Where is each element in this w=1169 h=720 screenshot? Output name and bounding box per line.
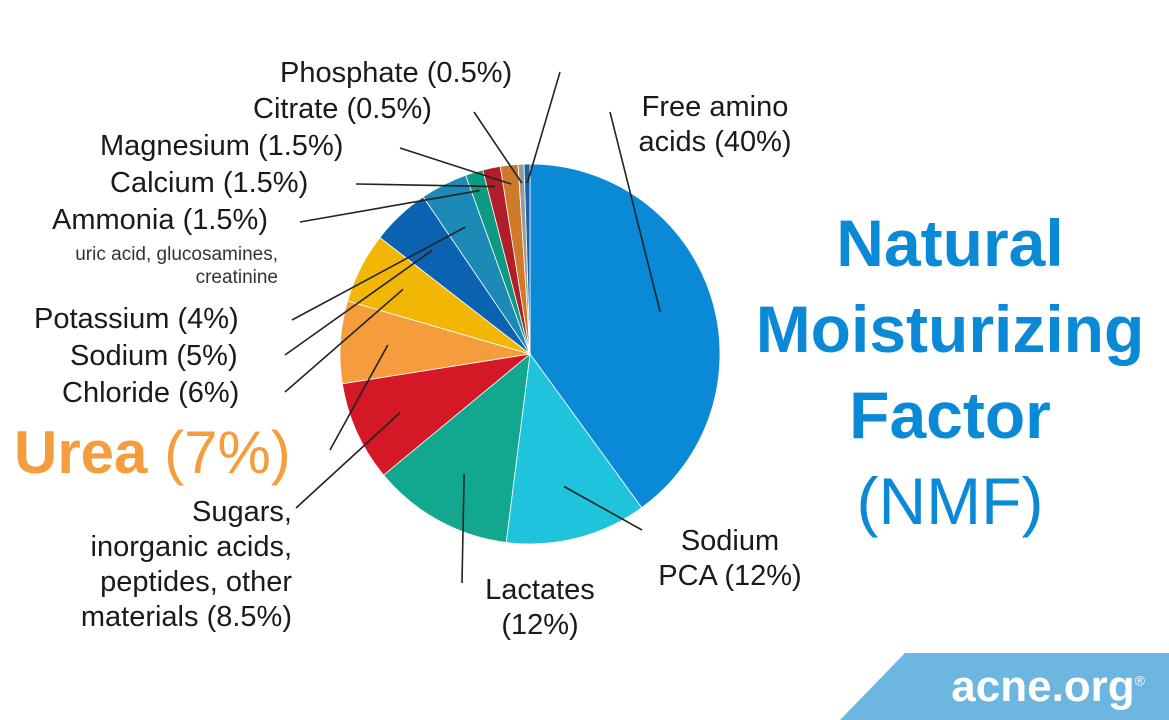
pie-slice-sodium-pca [505,352,643,545]
leader-line-citrate [473,111,523,184]
pie-slice-sugars-inorganic-acids-peptides-other-materials [341,353,532,476]
label-sodium-pca: Sodium PCA (12%) [658,525,802,592]
label-calcium: Calcium (1.5%) [110,167,309,199]
leader-line-sodium-pca [563,485,643,531]
leader-line-phosphate [526,71,561,184]
label-phosphate: Phosphate (0.5%) [280,57,513,89]
leader-line-potassium [291,226,466,321]
pie-slice-free-amino-acids [529,163,721,509]
leader-line-sugars-inorganic-acids-peptides-other-materials [295,412,401,509]
label-urea: Urea (7%) [14,419,291,486]
brand-logo: acne.org® [951,662,1145,711]
label-sugars: Sugars, inorganic acids, peptides, other… [80,496,292,633]
pie-slice-phosphate [523,163,531,355]
label-citrate: Citrate (0.5%) [253,93,432,125]
brand-banner [840,653,1169,720]
label-chloride: Chloride (6%) [62,377,240,409]
leader-line-free-amino-acids [609,111,661,312]
leader-line-calcium [355,183,496,188]
leader-line-ammonia-uric-acid-glucosamines-creatinine [299,189,480,223]
label-lactates: Lactates (12%) [485,574,595,641]
label-potassium: Potassium (4%) [34,303,239,335]
leader-line-sodium [284,249,433,356]
label-magnesium: Magnesium (1.5%) [100,130,344,162]
label-ammonia-note: uric acid, glucosamines, creatinine [75,244,278,288]
leader-line-lactates [461,473,465,584]
leader-line-chloride [284,288,404,393]
leader-line-urea [329,344,389,451]
pie-slice-lactates [383,353,531,543]
label-ammonia: Ammonia (1.5%) [52,204,268,236]
label-sodium: Sodium (5%) [70,340,238,372]
page-title: Natural Moisturizing Factor (NMF) [755,206,1145,538]
label-free-amino-acids: Free amino acids (40%) [638,91,792,158]
leader-line-magnesium [399,147,512,185]
